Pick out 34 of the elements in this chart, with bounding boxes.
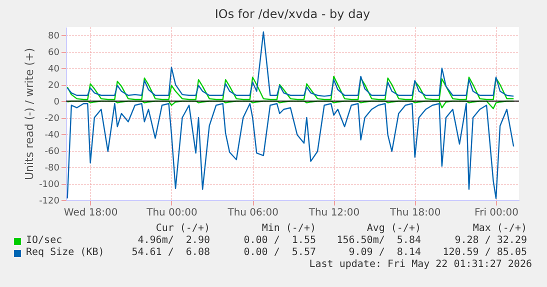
- y-tick-label: -80: [44, 164, 60, 174]
- y-tick-label: 20: [48, 81, 60, 92]
- text: Max (-/+): [472, 223, 527, 234]
- y-axis-title: Units read (-) / write (+): [23, 48, 36, 180]
- text: 0.00 / 1.55: [244, 235, 316, 246]
- y-tick-label: 40: [48, 64, 60, 75]
- y-tick-label: -20: [44, 114, 60, 124]
- text: Avg (-/+): [366, 223, 421, 234]
- y-tick-label: -60: [44, 147, 60, 158]
- x-tick-label: Thu 18:00: [388, 208, 441, 218]
- text: 0.00 / 5.57: [244, 247, 316, 258]
- text: Last update: Fri May 22 01:31:27 2026: [309, 259, 532, 270]
- text: Cur (-/+): [156, 223, 210, 234]
- x-tick-label: Thu 12:00: [308, 208, 360, 218]
- x-tick-label: Fri 00:00: [474, 208, 518, 218]
- text: 156.50m/ 5.84: [336, 235, 421, 246]
- x-tick-label: Wed 18:00: [64, 208, 118, 218]
- legend-label: IO/sec: [26, 235, 62, 246]
- y-tick-label: 80: [48, 32, 60, 42]
- y-tick-label: -100: [39, 180, 60, 190]
- y-tick-label: -40: [44, 130, 60, 141]
- text: 120.59 / 85.05: [442, 247, 527, 258]
- y-tick-label: -120: [39, 196, 60, 206]
- legend-label: Req Size (KB): [26, 247, 104, 258]
- text: Min (-/+): [262, 223, 316, 234]
- text: 54.61 / 6.08: [132, 247, 210, 258]
- text: 9.09 / 8.14: [348, 247, 421, 258]
- text: 9.28 / 32.29: [454, 235, 527, 246]
- text: 4.96m/ 2.90: [138, 235, 210, 246]
- x-tick-label: Thu 06:00: [226, 208, 278, 218]
- x-tick-label: Thu 00:00: [146, 208, 198, 218]
- y-tick-label: 60: [48, 48, 60, 58]
- chart-title: IOs for /dev/xvda - by day: [214, 7, 370, 21]
- y-tick-label: 0: [54, 98, 60, 108]
